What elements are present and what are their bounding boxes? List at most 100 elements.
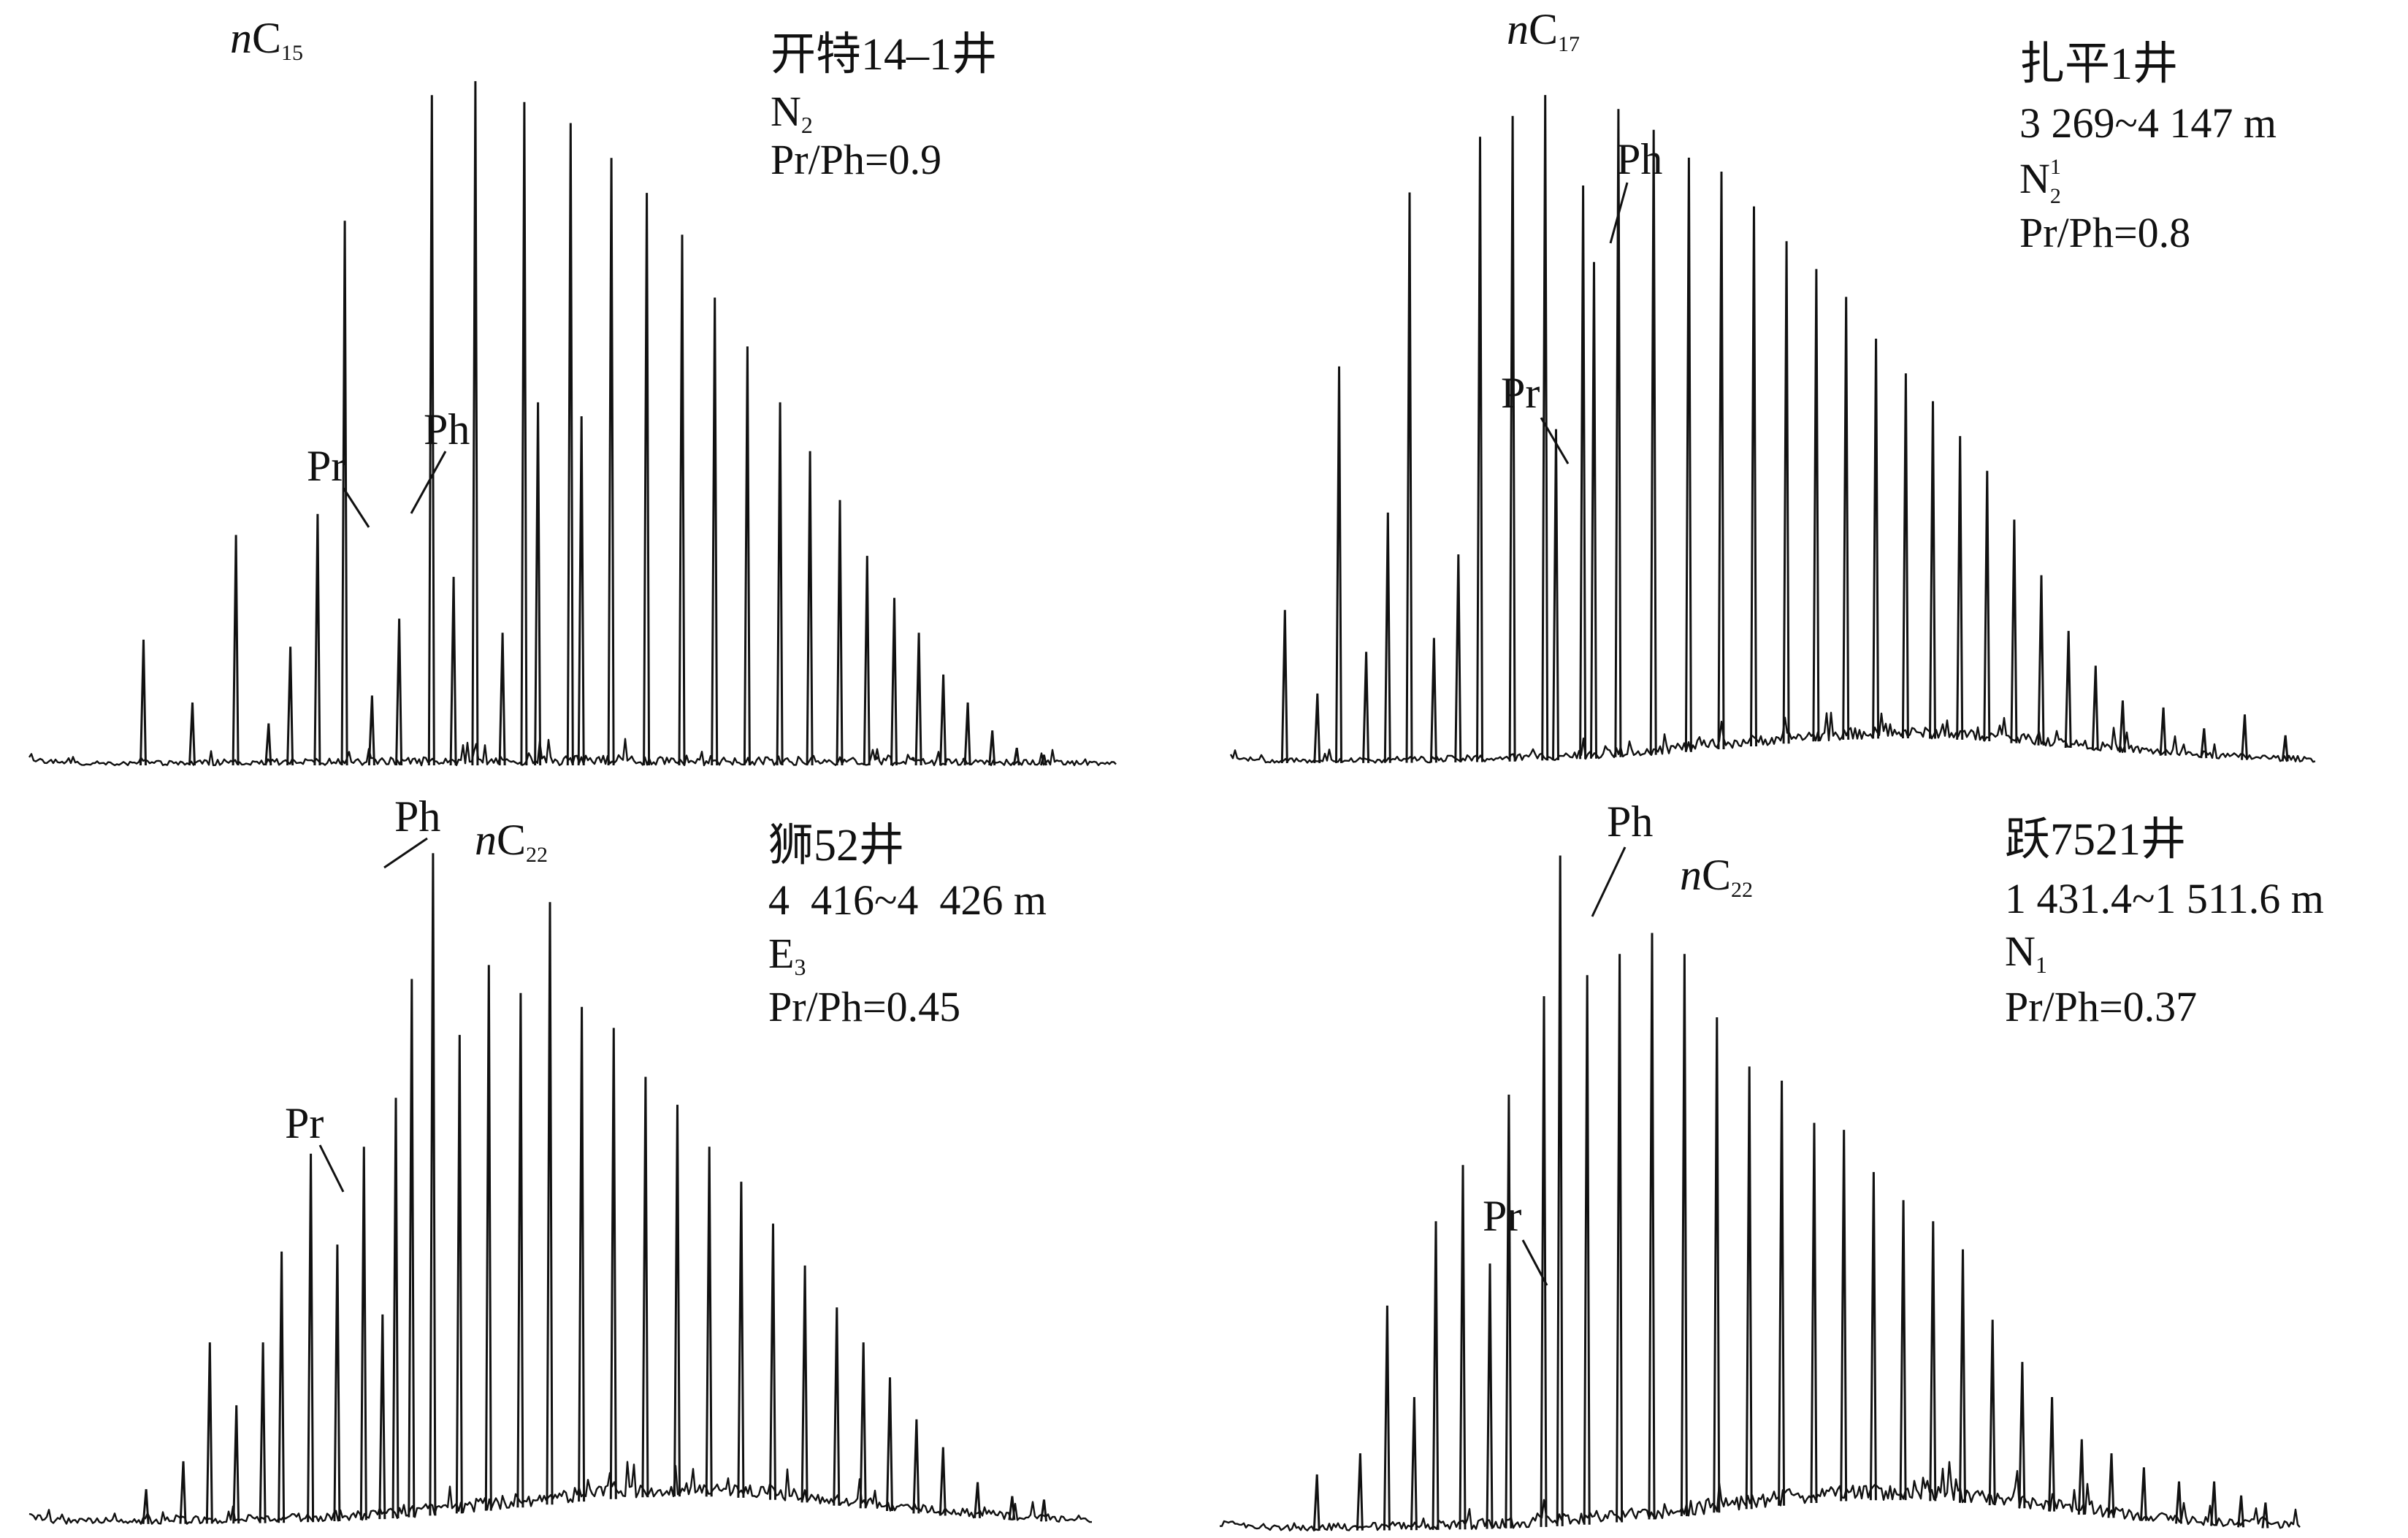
label-n-italic: n	[1680, 851, 1702, 899]
peak-Ph	[1590, 261, 1597, 759]
peak-minor-6	[1486, 1263, 1494, 1529]
peak-minor-25	[2048, 1396, 2056, 1512]
peak-minor-0	[142, 1489, 150, 1524]
peak-nC22	[1750, 206, 1757, 747]
label-carbon: C	[497, 816, 526, 864]
well-name-label: 开特14–1井	[771, 30, 997, 80]
peak-nC20	[1684, 157, 1692, 752]
chromatogram-trace	[1220, 1461, 2301, 1531]
peak-minor-32	[2261, 1502, 2269, 1529]
peak-minor-1	[179, 1461, 187, 1524]
peak-Ph	[577, 416, 585, 766]
peak-minor-13	[455, 1035, 463, 1514]
pr-peak-label: Pr	[1501, 369, 1540, 417]
peak-nC16	[520, 102, 528, 766]
peak-minor-26	[859, 1342, 867, 1509]
peak-nC22	[743, 346, 751, 766]
peak-nC31	[2010, 519, 2018, 743]
pr-ph-ratio-label: Pr/Ph=0.9	[771, 136, 941, 183]
peak-nC29	[1956, 436, 1964, 740]
peak-minor-10	[449, 576, 457, 766]
peak-minor-7	[367, 695, 375, 766]
peak-minor-3	[264, 723, 272, 766]
peak-minor-5	[1459, 1165, 1467, 1530]
depth-label: 1 431.4~1 511.6 m	[2005, 875, 2324, 922]
peak-minor-11	[408, 979, 416, 1518]
peak-minor-26	[2077, 1439, 2085, 1515]
peak-minor-24	[2018, 1361, 2026, 1509]
peak-minor-18	[609, 1028, 617, 1499]
peak-nC21	[711, 297, 719, 766]
formation-label: N1 2	[2019, 155, 2061, 208]
pr-ph-ratio-label: Pr/Ph=0.37	[2005, 983, 2197, 1030]
peak-minor-17	[1810, 1122, 1818, 1504]
chromatogram-panel-kaite: 开特14–1井 N2 Pr/Ph=0.9 nC15 Pr Ph	[28, 14, 1117, 767]
peak-nC21	[1717, 171, 1725, 750]
peak-nC30	[1983, 470, 1991, 742]
trace-tail-dot	[874, 756, 879, 760]
label-n-italic: n	[230, 14, 252, 62]
peak-minor-32	[1040, 1499, 1047, 1522]
well-name-label: 扎平1井	[2019, 39, 2178, 89]
ph-peak-label: Ph	[394, 792, 440, 841]
peak-minor-10	[391, 1098, 400, 1519]
pr-peak-label: Pr	[1483, 1192, 1521, 1240]
peak-nC27	[1901, 373, 1909, 739]
peak-minor-7	[1505, 1094, 1513, 1529]
peak-minor-27	[2107, 1453, 2115, 1518]
ph-leader-line	[410, 451, 447, 514]
peak-minor-1	[1313, 693, 1321, 763]
well-name-label: 狮52井	[768, 821, 904, 871]
ph-peak-label: Ph	[1607, 797, 1653, 846]
formation-symbol: N	[771, 88, 801, 135]
peak-minor-3	[232, 1405, 240, 1524]
ph-leader-line	[1591, 846, 1627, 917]
peak-minor-5	[313, 513, 321, 766]
peak-minor-22	[1959, 1249, 1966, 1503]
peak-nC11	[1280, 610, 1288, 764]
peak-Pr	[1552, 429, 1559, 760]
peak-minor-5	[278, 1251, 286, 1523]
label-carbon-number: 22	[526, 843, 548, 867]
peak-minor-1	[188, 702, 196, 766]
pr-ph-ratio-label: Pr/Ph=0.8	[2019, 209, 2190, 256]
formation-symbol: E	[768, 930, 794, 977]
peak-minor-4	[1432, 1221, 1440, 1530]
label-carbon: C	[1702, 851, 1731, 899]
peak-Ph	[1556, 855, 1564, 1526]
peak-minor-4	[286, 646, 294, 766]
peak-nC19	[1649, 129, 1657, 755]
peak-minor-12	[1648, 933, 1656, 1520]
peak-nC13	[340, 221, 348, 766]
peak-minor-14	[484, 965, 492, 1511]
peak-minor-18	[1840, 1130, 1848, 1501]
label-n-italic: n	[1507, 5, 1529, 53]
peak-nC26	[863, 556, 871, 766]
peak-minor-0	[1312, 1474, 1320, 1531]
peak-minor-34	[2241, 714, 2248, 760]
peak-nC15	[471, 81, 479, 766]
ph-leader-line	[1609, 182, 1629, 244]
label-carbon: C	[252, 14, 281, 62]
peak-minor-3	[1362, 651, 1370, 763]
peak-minor-8	[1540, 996, 1548, 1527]
peak-minor-17	[578, 1006, 586, 1502]
peak-nC17	[566, 123, 574, 766]
peak-minor-28	[912, 1419, 920, 1514]
peak-nC14	[1476, 137, 1483, 762]
peak-minor-31	[2237, 1495, 2245, 1528]
formation-subscript: 2	[2050, 184, 2061, 208]
peak-nC15	[1508, 115, 1516, 762]
peak-minor-23	[769, 1223, 776, 1500]
peak-nC12	[1335, 366, 1342, 763]
peak-nC11	[139, 639, 147, 766]
peak-minor-22	[737, 1182, 745, 1498]
peak-minor-20	[673, 1104, 681, 1497]
nc-peak-label: nC22	[475, 816, 548, 867]
peak-nC20	[678, 234, 686, 766]
chromatogram-panel-yue: 跃7521井 1 431.4~1 511.6 m N1 Pr/Ph=0.37 n…	[1220, 797, 2324, 1531]
peak-nC23	[776, 402, 784, 766]
trace-tail-dot	[911, 757, 915, 761]
peak-nC32	[2037, 575, 2045, 746]
